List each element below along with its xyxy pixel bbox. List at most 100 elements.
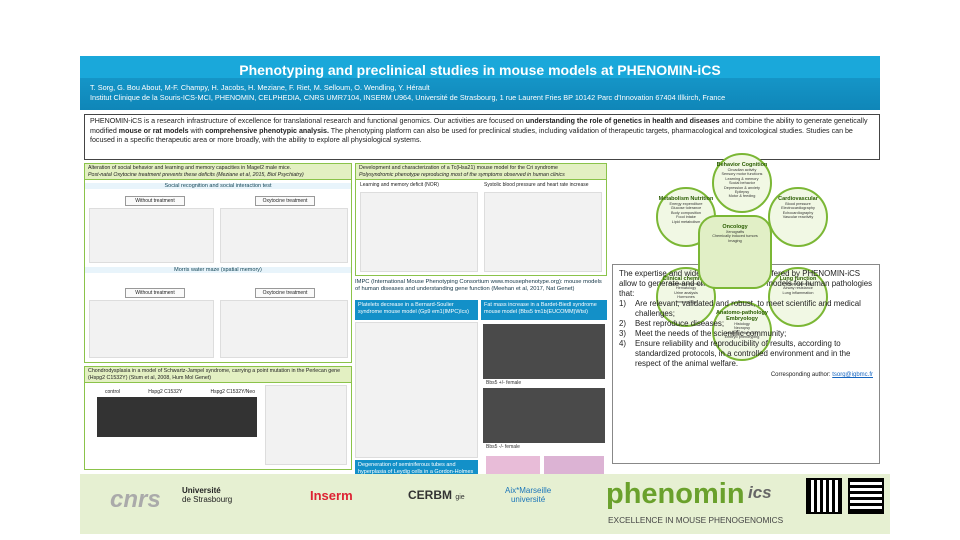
logo-band <box>80 474 890 534</box>
list-text: Are relevant, validated and robust, to m… <box>635 299 861 318</box>
panel-title: Chondrodysplasia in a model of Schwartz-… <box>85 367 351 383</box>
domain-title: Oncology <box>722 224 748 230</box>
domain-item: Imaging (Micro-CT) <box>725 330 759 335</box>
domain-item: Urine analysis <box>674 290 698 295</box>
domain-title: Cardiovascular <box>778 196 818 202</box>
domain-item: Circadian activity <box>727 168 757 172</box>
domain-item: Electrocardiography <box>781 206 815 211</box>
list-marker: 2) <box>619 319 627 328</box>
domain-item: Food intake <box>676 215 696 220</box>
domain-item: Social behavior <box>729 181 755 186</box>
domain-item: Chemically induced tumors <box>712 234 758 239</box>
image-label: Bbs5 -/- female <box>486 444 520 450</box>
subtitle: Polysyndromic phenotype reproducing most… <box>359 171 565 178</box>
domain-circle: Behavior Cognition Circadian activity Sens… <box>712 153 772 213</box>
amu-logo: Aix*Marseille université <box>505 486 551 504</box>
affiliation: Institut Clinique de la Souris-ICS-MCI, … <box>90 93 726 102</box>
list-item: 3) Meet the needs of the scientific commu… <box>619 329 873 339</box>
domain-item: Glucose tolerance <box>670 206 702 211</box>
domain-item: Sensory motor functions <box>721 172 763 177</box>
logo-line: Aix*Marseille <box>505 486 552 495</box>
figure-title: Learning and memory deficit (NOR) <box>360 182 439 188</box>
domain-item: Blood pressure <box>785 202 811 206</box>
domain-title: Anatomo-pathology Embryology <box>716 310 768 322</box>
domain-item: Body composition <box>671 210 701 215</box>
domain-item: Necropsy <box>733 326 751 331</box>
domain-circle: Cardiovascular Blood pressure Electrocardi… <box>768 187 828 247</box>
domain-item: Depression & anxiety <box>724 185 760 190</box>
list-item: 4) Ensure reliability and reproducibility… <box>619 339 873 369</box>
poster-title: Phenotyping and preclinical studies in m… <box>239 62 721 78</box>
subtitle: Post-natal Oxytocine treatment prevents … <box>88 171 304 178</box>
domain-item: Hormones <box>677 295 695 300</box>
intro-text: and combine the ability to generate gene… <box>90 117 868 135</box>
intro-text: with <box>188 126 206 135</box>
logo-line: gie <box>455 494 465 501</box>
domain-title: Clinical chemistry <box>662 276 710 282</box>
domain-item: Embryo phenotyping <box>724 335 760 340</box>
contact: Corresponding author: tsorg@igbmc.fr <box>619 370 873 380</box>
tag: Without treatment <box>125 196 185 206</box>
qr-code <box>806 478 842 514</box>
domain-title: Lung function <box>779 276 817 282</box>
tagline: EXCELLENCE IN MOUSE PHENOGENOMICS <box>608 515 784 525</box>
list-text: Ensure reliability and reproducibility o… <box>635 339 851 368</box>
domain-item: Histology <box>734 322 750 326</box>
title: Development and characterization of a Tc… <box>359 165 558 171</box>
figure <box>360 192 478 272</box>
domain-circle: Oncology Xenografts Chemically induced tum… <box>698 215 772 289</box>
intro-bold: understanding the role of genetics in he… <box>525 117 720 125</box>
ics-logo: ics <box>748 483 772 502</box>
contact-label: Corresponding author: <box>770 372 831 378</box>
unistra-logo: Université de Strasbourg <box>182 486 254 504</box>
figure <box>89 300 214 358</box>
list-text: Best reproduce diseases; <box>635 319 725 328</box>
list-text: Meet the needs of the scientific communi… <box>635 329 787 338</box>
cnrs-logo: cnrs <box>110 486 161 513</box>
title: Alteration of social behavior and learni… <box>88 165 292 171</box>
image-label: Hspg2 C1532Y/Neo <box>210 389 255 395</box>
domain-item: Immunology <box>675 299 697 304</box>
phenomin-logo: phenomin <box>606 478 745 510</box>
tag: Oxytocine treatment <box>255 196 315 206</box>
list-item: 1) Are relevant, validated and robust, to… <box>619 299 873 319</box>
figure <box>355 322 478 458</box>
tag: Without treatment <box>125 288 185 298</box>
authors: T. Sorg, G. Bou About, M-F. Champy, H. J… <box>90 83 430 92</box>
cerbm-logo: CERBM gie <box>408 488 465 502</box>
domain-item: Vascular reactivity <box>782 215 814 220</box>
down-panel: Development and characterization of a Tc… <box>355 163 607 276</box>
domain-item: Lipid metabolism <box>671 219 701 224</box>
domain-item: Lung inflammation <box>782 290 814 295</box>
image-labels: control Hspg2 C1532Y Hspg2 C1532Y/Neo <box>105 389 255 395</box>
xray-image <box>97 397 257 437</box>
social-panel: Alteration of social behavior and learni… <box>84 163 352 363</box>
contact-email[interactable]: tsorg@igbmc.fr <box>832 372 873 378</box>
qr-code <box>848 478 884 514</box>
domain-item: Energy expenditure <box>669 202 703 206</box>
logo-line: université <box>510 495 546 504</box>
expertise-box: The expertise and wide range of services… <box>612 264 880 464</box>
figure <box>89 208 214 263</box>
intro-bold: mouse or rat models <box>118 126 189 135</box>
image-label: Hspg2 C1532Y <box>148 389 183 395</box>
tag: Oxytocine treatment <box>255 288 315 298</box>
logo-line: Université <box>182 486 221 495</box>
domain-title: Behavior Cognition <box>716 162 768 168</box>
intro-box: PHENOMIN-iCS is a research infrastructur… <box>84 114 880 160</box>
domain-item: Echocardiography <box>782 210 814 215</box>
panel-title: Development and characterization of a Tc… <box>356 164 606 180</box>
list-marker: 1) <box>619 299 627 308</box>
section-title: Morris water maze (spatial memory) <box>85 267 351 273</box>
domain-item: Hematology <box>675 286 697 291</box>
mouse-image <box>483 324 605 379</box>
domain-circle: Anatomo-pathology Embryology Histology Nec… <box>712 301 772 361</box>
impc-text: IMPC (International Mouse Phenotyping Co… <box>355 279 602 292</box>
banner-highlight <box>80 56 880 78</box>
fat-title: Fat mass increase in a Bardet-Biedl synd… <box>481 300 607 320</box>
expertise-list: 1) Are relevant, validated and robust, to… <box>619 299 873 369</box>
domain-item: Xenografts <box>725 230 745 234</box>
domain-item: Epilepsy <box>734 190 750 195</box>
chondro-panel: Chondrodysplasia in a model of Schwartz-… <box>84 366 352 470</box>
